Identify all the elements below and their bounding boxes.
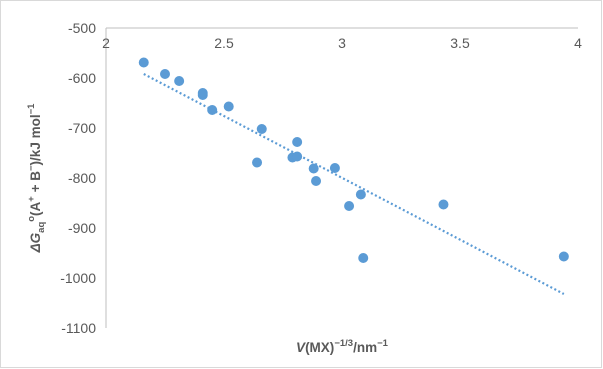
y-axis-title-plus: + bbox=[26, 196, 37, 202]
x-axis-title-main: (MX) bbox=[305, 340, 334, 355]
data-point bbox=[558, 251, 569, 262]
y-axis-title-unit-exponent: −1 bbox=[26, 103, 37, 115]
y-tick-label: -500 bbox=[68, 20, 96, 36]
x-tick-labels: 2 2.5 3 3.5 4 bbox=[102, 35, 582, 51]
y-axis-title-prefix: ΔG bbox=[28, 232, 43, 253]
y-tick-label: -1100 bbox=[61, 320, 96, 336]
data-point bbox=[197, 90, 208, 100]
y-axis-title-superscript: o bbox=[26, 216, 37, 222]
data-point bbox=[311, 176, 322, 186]
x-tick-label: 3.5 bbox=[450, 35, 470, 51]
data-point bbox=[138, 57, 149, 68]
y-axis-title-mid: + B bbox=[28, 171, 43, 196]
data-point bbox=[174, 76, 185, 86]
data-point bbox=[329, 163, 340, 173]
y-tick-label: -800 bbox=[68, 170, 96, 186]
y-axis-title: ΔGaqo(A+ + B−)/kJ mol−1 bbox=[26, 103, 47, 254]
y-tick-label: -1000 bbox=[60, 270, 96, 286]
data-points bbox=[138, 57, 569, 263]
x-axis-title-symbol: V bbox=[296, 340, 306, 355]
y-tick-labels: -500 -600 -700 -800 -900 -1000 -1100 bbox=[60, 20, 96, 336]
x-tick-label: 3 bbox=[338, 35, 346, 51]
trendline bbox=[143, 73, 565, 295]
y-axis-title-rest: (A bbox=[28, 201, 43, 215]
x-axis-title-unit-exponent: −1 bbox=[377, 338, 389, 349]
x-axis-title: V(MX)−1/3/nm−1 bbox=[296, 338, 389, 355]
data-point bbox=[292, 137, 303, 147]
y-tick-label: -600 bbox=[68, 70, 96, 86]
x-axis-title-exponent: −1/3 bbox=[334, 338, 353, 349]
x-axis-title-unit: /nm bbox=[353, 340, 377, 355]
data-point bbox=[308, 163, 319, 174]
y-axis-title-minus: − bbox=[26, 165, 37, 171]
y-tick-label: -700 bbox=[68, 120, 96, 136]
data-point bbox=[252, 157, 263, 168]
data-point bbox=[355, 189, 366, 200]
data-point bbox=[344, 201, 355, 211]
trendline-group bbox=[143, 73, 565, 295]
y-axis-title-unit: )/kJ mol bbox=[28, 114, 43, 165]
y-axis-title-subscript: aq bbox=[36, 222, 47, 233]
data-point bbox=[207, 105, 218, 115]
x-tick-label: 2.5 bbox=[214, 35, 234, 51]
x-tick-label: 2 bbox=[102, 35, 110, 51]
data-point bbox=[292, 151, 303, 162]
data-point bbox=[256, 124, 267, 134]
data-point bbox=[358, 253, 369, 263]
data-point bbox=[223, 101, 234, 112]
y-tick-label: -900 bbox=[68, 220, 96, 236]
x-tick-label: 4 bbox=[574, 35, 582, 51]
data-point bbox=[438, 199, 449, 210]
data-point bbox=[160, 69, 170, 79]
